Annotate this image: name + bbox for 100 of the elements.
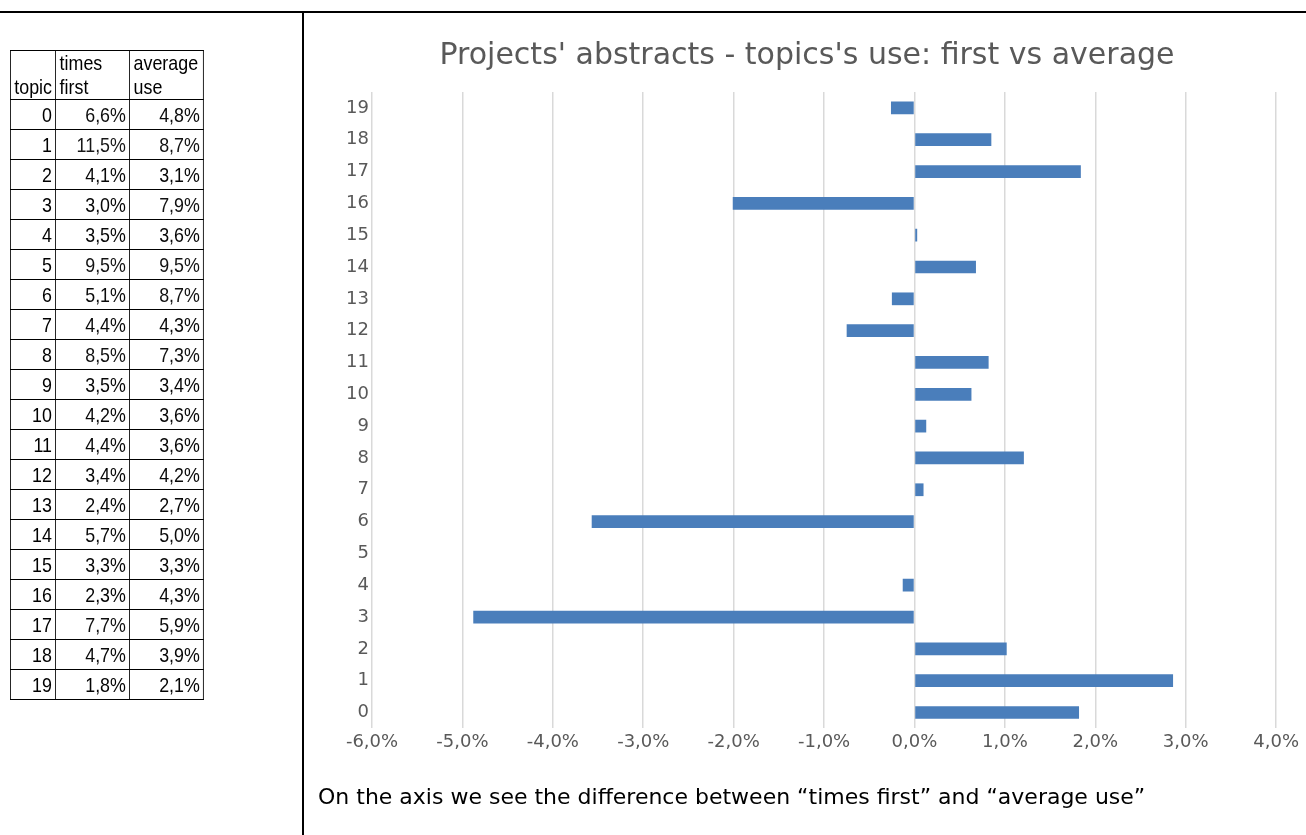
data-label: 5,1% bbox=[55, 279, 130, 310]
y-tick-label: 14 bbox=[346, 254, 369, 276]
x-tick-label: 3,0% bbox=[1162, 729, 1209, 751]
y-tick-label: 8 bbox=[357, 445, 369, 467]
data-label: 4,7% bbox=[55, 639, 130, 670]
y-tick-label: 6 bbox=[10, 279, 56, 310]
y-tick-label: 16 bbox=[346, 191, 369, 213]
data-label: 4,3% bbox=[129, 309, 204, 340]
y-tick-label: 13 bbox=[346, 286, 369, 308]
y-tick-label: 0 bbox=[357, 700, 369, 722]
data-label: 2,3% bbox=[55, 579, 130, 610]
y-tick-label: 19 bbox=[346, 95, 369, 117]
data-label: 8,7% bbox=[129, 279, 204, 310]
data-label: 4,4% bbox=[55, 429, 130, 460]
data-label: 3,6% bbox=[129, 219, 204, 250]
y-tick-label: 2 bbox=[357, 636, 369, 658]
x-tick-label: 4,0% bbox=[1253, 729, 1299, 751]
data-label: 3,4% bbox=[129, 369, 204, 400]
bar bbox=[915, 165, 1081, 178]
data-label: 7,9% bbox=[129, 189, 204, 220]
data-label: 3,4% bbox=[55, 459, 130, 490]
data-label: 5,0% bbox=[129, 519, 204, 550]
y-tick-label: 18 bbox=[10, 639, 56, 670]
y-tick-label: 3 bbox=[10, 189, 56, 220]
bar bbox=[591, 515, 914, 528]
x-tick-label: -4,0% bbox=[526, 729, 579, 751]
data-label: 4,1% bbox=[55, 159, 130, 190]
x-tick-label: 0,0% bbox=[891, 729, 938, 751]
bar bbox=[915, 451, 1024, 465]
data-label: 3,3% bbox=[129, 549, 204, 580]
y-tick-label: 12 bbox=[346, 318, 369, 340]
x-tick-label: -2,0% bbox=[707, 729, 760, 751]
y-tick-label: 2 bbox=[10, 159, 56, 190]
bar bbox=[915, 483, 924, 497]
data-label: 5,9% bbox=[129, 609, 204, 640]
y-tick-label: 1 bbox=[357, 668, 369, 690]
data-label: 3,0% bbox=[55, 189, 130, 220]
data-label: 3,9% bbox=[129, 639, 204, 670]
x-tick-label: -6,0% bbox=[345, 729, 399, 751]
y-axis-title: topic bbox=[10, 50, 56, 100]
y-tick-label: 18 bbox=[346, 127, 369, 149]
data-label: 1,8% bbox=[55, 669, 130, 700]
y-tick-label: 1 bbox=[10, 129, 56, 160]
y-tick-label: 15 bbox=[10, 549, 56, 580]
data-label: 3,6% bbox=[129, 429, 204, 460]
y-tick-label: 11 bbox=[346, 350, 369, 372]
y-tick-label: 16 bbox=[10, 579, 56, 610]
bar bbox=[891, 292, 914, 306]
data-label: 9,5% bbox=[55, 249, 130, 280]
y-tick-label: 10 bbox=[346, 381, 369, 403]
y-tick-label: 7 bbox=[10, 309, 56, 340]
y-tick-label: 4 bbox=[357, 572, 369, 594]
y-tick-label: 17 bbox=[10, 609, 56, 640]
data-label: 8,7% bbox=[129, 129, 204, 160]
data-label: 2,7% bbox=[129, 489, 204, 520]
text: On the axis we see the difference between “times first” and “average use” bbox=[318, 784, 1146, 809]
y-tick-label: 14 bbox=[10, 519, 56, 550]
data-label: 4,8% bbox=[129, 99, 204, 130]
x-tick-label: -3,0% bbox=[617, 729, 670, 751]
y-tick-label: 9 bbox=[357, 413, 369, 435]
data-label: 2,4% bbox=[55, 489, 130, 520]
data-label: 8,5% bbox=[55, 339, 130, 370]
x-tick-label: -5,0% bbox=[436, 729, 489, 751]
y-tick-label: 6 bbox=[357, 509, 369, 531]
x-tick-label: 2,0% bbox=[1072, 729, 1119, 751]
data-label: 7,3% bbox=[129, 339, 204, 370]
data-label: 4,3% bbox=[129, 579, 204, 610]
y-tick-label: 5 bbox=[10, 249, 56, 280]
bar bbox=[473, 610, 914, 624]
data-label: 3,5% bbox=[55, 369, 130, 400]
data-label: 3,3% bbox=[55, 549, 130, 580]
data-label: 3,5% bbox=[55, 219, 130, 250]
data-label: 7,7% bbox=[55, 609, 130, 640]
bar bbox=[846, 324, 914, 338]
y-tick-label: 19 bbox=[10, 669, 56, 700]
y-tick-label: 0 bbox=[10, 99, 56, 130]
data-label: 9,5% bbox=[129, 249, 204, 280]
bar bbox=[902, 578, 914, 592]
data-label: 4,2% bbox=[129, 459, 204, 490]
data-label: 6,6% bbox=[55, 99, 130, 130]
data-label: 2,1% bbox=[129, 669, 204, 700]
data-label: 3,1% bbox=[129, 159, 204, 190]
data-label: 4,4% bbox=[55, 309, 130, 340]
bar bbox=[915, 356, 989, 369]
bar bbox=[915, 419, 927, 433]
y-tick-label: 12 bbox=[10, 459, 56, 490]
chart-title: Projects' abstracts - topics's use: first vs average bbox=[439, 35, 1175, 71]
y-tick-label: 13 bbox=[10, 489, 56, 520]
y-tick-label: 5 bbox=[357, 541, 369, 563]
bar bbox=[890, 101, 914, 115]
y-tick-label: 17 bbox=[346, 159, 369, 181]
data-label: 4,2% bbox=[55, 399, 130, 430]
x-tick-label: 1,0% bbox=[982, 729, 1028, 751]
y-tick-label: 8 bbox=[10, 339, 56, 370]
y-tick-label: 7 bbox=[357, 477, 369, 499]
x-tick-label: average use bbox=[129, 50, 204, 100]
data-label: 5,7% bbox=[55, 519, 130, 550]
y-tick-label: 9 bbox=[10, 369, 56, 400]
bar bbox=[915, 387, 972, 401]
bar bbox=[915, 706, 1080, 719]
